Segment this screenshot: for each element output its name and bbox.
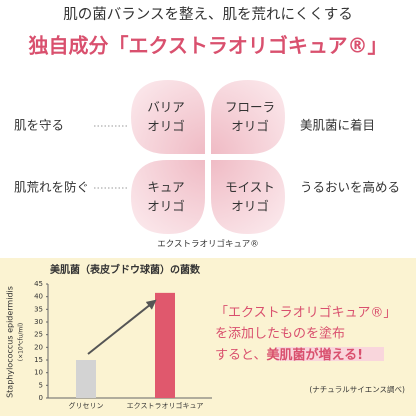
benefit: 肌荒れを防ぐ: [14, 180, 89, 195]
y-tick-label: 15: [34, 356, 43, 364]
lead: 肌の菌バランスを整え、肌を荒れにくくする: [63, 6, 352, 23]
highlight: [276, 347, 384, 361]
benefit: うるおいを高める: [300, 180, 400, 195]
petal-label: バリア: [147, 100, 185, 115]
y-tick-label: 30: [34, 318, 43, 326]
x-tick-label: グリセリン: [69, 401, 104, 410]
petal-label: フローラ: [225, 100, 275, 115]
y-tick-label: 10: [34, 369, 43, 377]
y-tick-label: 5: [39, 381, 43, 389]
y-tick-label: 35: [34, 305, 43, 313]
petal: [211, 160, 285, 234]
petal: [131, 80, 205, 154]
benefit: 美肌菌に着目: [300, 118, 375, 133]
y-tick-label: 0: [39, 394, 43, 402]
bar: [76, 360, 96, 398]
claim-text: すると、: [215, 348, 266, 363]
benefit: 肌を守る: [14, 118, 64, 133]
y-tick-label: 45: [34, 280, 43, 288]
source: (ナチュラルサイエンス調べ): [309, 384, 405, 394]
claim-line: すると、美肌菌が増える!: [215, 347, 363, 363]
claim-line: を添加したものを塗布: [215, 326, 345, 342]
chart-title: 美肌菌（表皮ブドウ球菌）の菌数: [50, 263, 201, 276]
petal-label: オリゴ: [231, 199, 269, 214]
trend-arrow: [87, 299, 157, 355]
petal-label: オリゴ: [147, 199, 185, 214]
claim: 「エクストラオリゴキュア®」 を添加したものを塗布 すると、美肌菌が増える!: [215, 305, 396, 363]
y-tick-label: 25: [34, 331, 43, 339]
y-axis-label: Staphylococcus epidermidis: [6, 286, 15, 398]
title: 独自成分「エクストラオリゴキュア®」: [29, 34, 388, 58]
petal-label: モイスト: [225, 180, 275, 195]
petal: [131, 160, 205, 234]
y-tick-label: 20: [34, 343, 43, 351]
petal-label: オリゴ: [147, 119, 185, 134]
chart-panel: [0, 258, 416, 416]
petal-caption: エクストラオリゴキュア®: [157, 239, 259, 250]
petal-label: キュア: [147, 180, 184, 195]
y-tick-label: 40: [34, 293, 43, 301]
bar-chart: 美肌菌（表皮ブドウ球菌）の菌数 Staphylococcus epidermid…: [6, 263, 212, 410]
bar: [155, 292, 175, 398]
claim-line: 「エクストラオリゴキュア®」: [215, 305, 396, 321]
petal-label: オリゴ: [231, 119, 269, 134]
claim-highlight: 美肌菌が増える!: [266, 347, 363, 363]
x-tick-label: エクストラオリゴキュア: [127, 401, 204, 410]
petal: [211, 80, 285, 154]
y-axis-unit: (×10⁴cfu/ml): [18, 323, 25, 362]
